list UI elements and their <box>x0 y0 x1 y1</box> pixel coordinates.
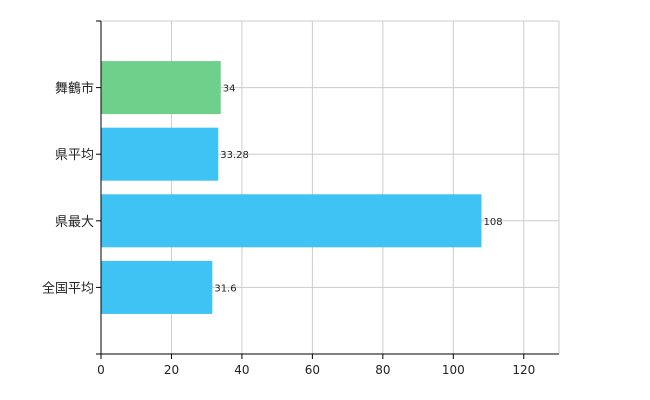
bar <box>101 260 213 314</box>
bar-value-label: 108 <box>483 217 502 228</box>
category-label: 県最大 <box>55 215 94 230</box>
x-tick-label: 60 <box>305 363 320 377</box>
bar <box>101 127 219 181</box>
bar-value-label: 33.28 <box>220 150 249 161</box>
bar <box>101 61 221 115</box>
x-tick-label: 20 <box>164 363 179 377</box>
bar <box>101 194 482 248</box>
bar-value-label: 34 <box>223 84 236 95</box>
axis-layer <box>96 20 559 359</box>
x-tick-label: 80 <box>375 363 390 377</box>
x-tick-label: 0 <box>97 363 105 377</box>
x-tick-label: 40 <box>234 363 249 377</box>
category-label: 舞鶴市 <box>55 81 94 97</box>
bar-value-label: 31.6 <box>214 283 236 294</box>
bars-layer <box>101 61 482 314</box>
category-label: 県平均 <box>55 148 94 163</box>
x-tick-label: 100 <box>442 363 465 377</box>
category-label: 全国平均 <box>42 280 94 296</box>
x-tick-label: 120 <box>512 363 535 377</box>
